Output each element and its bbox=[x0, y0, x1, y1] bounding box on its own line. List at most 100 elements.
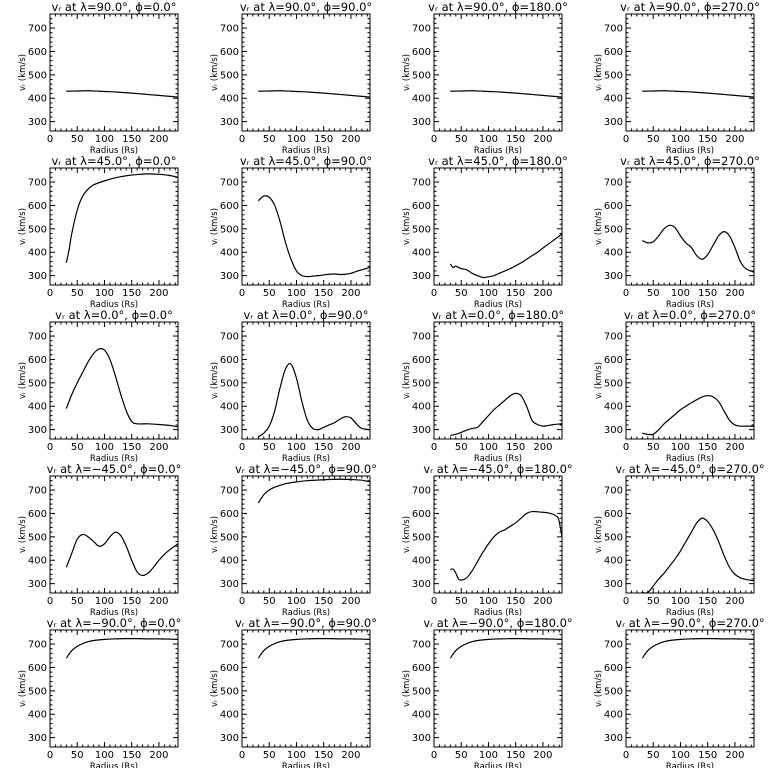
series-line bbox=[257, 195, 371, 278]
x-tick-label: 200 bbox=[725, 750, 744, 761]
x-axis-label: Radius (Rs) bbox=[282, 300, 330, 310]
plot-frame bbox=[49, 475, 179, 594]
y-tick-label: 400 bbox=[412, 402, 431, 413]
x-tick-label: 200 bbox=[725, 596, 744, 607]
x-tick-label: 50 bbox=[71, 596, 84, 607]
plot-frame bbox=[49, 167, 179, 286]
y-tick-label: 500 bbox=[28, 378, 47, 389]
y-tick-label: 600 bbox=[604, 201, 623, 212]
x-tick-label: 150 bbox=[698, 134, 717, 145]
series-line bbox=[449, 233, 563, 279]
y-tick-label: 500 bbox=[28, 532, 47, 543]
y-tick-label: 300 bbox=[412, 425, 431, 436]
y-tick-label: 300 bbox=[28, 425, 47, 436]
y-axis-label: vᵣ (km/s) bbox=[594, 516, 604, 553]
y-tick-label: 600 bbox=[220, 355, 239, 366]
y-tick-label: 600 bbox=[28, 355, 47, 366]
y-tick-label: 300 bbox=[412, 271, 431, 282]
x-tick-label: 150 bbox=[698, 750, 717, 761]
x-tick-label: 50 bbox=[455, 596, 468, 607]
x-tick-label: 100 bbox=[287, 134, 306, 145]
x-tick-label: 50 bbox=[263, 596, 276, 607]
y-axis-label: vᵣ (km/s) bbox=[18, 670, 28, 707]
x-tick-label: 100 bbox=[671, 134, 690, 145]
chart-title: vᵣ at λ=45.0°, ϕ=270.0° bbox=[620, 154, 760, 168]
y-tick-label: 700 bbox=[604, 178, 623, 189]
x-tick-label: 150 bbox=[314, 596, 333, 607]
y-tick-label: 700 bbox=[412, 24, 431, 35]
y-tick-label: 600 bbox=[412, 201, 431, 212]
y-tick-label: 700 bbox=[604, 24, 623, 35]
x-axis-label: Radius (Rs) bbox=[666, 762, 714, 768]
chart-title: vᵣ at λ=0.0°, ϕ=90.0° bbox=[243, 308, 368, 322]
chart-title: vᵣ at λ=0.0°, ϕ=270.0° bbox=[624, 308, 756, 322]
y-tick-label: 600 bbox=[412, 663, 431, 674]
x-tick-label: 150 bbox=[314, 288, 333, 299]
y-tick-label: 300 bbox=[412, 733, 431, 744]
y-tick-label: 700 bbox=[28, 178, 47, 189]
y-tick-label: 300 bbox=[220, 425, 239, 436]
y-axis-label: vᵣ (km/s) bbox=[402, 54, 412, 91]
series-line bbox=[450, 392, 563, 437]
x-tick-label: 0 bbox=[431, 134, 437, 145]
chart-title: vᵣ at λ=−45.0°, ϕ=90.0° bbox=[235, 462, 377, 476]
series-line bbox=[449, 638, 563, 659]
x-axis-label: Radius (Rs) bbox=[474, 300, 522, 310]
x-tick-label: 200 bbox=[725, 288, 744, 299]
chart-title: vᵣ at λ=45.0°, ϕ=0.0° bbox=[51, 154, 176, 168]
x-tick-label: 100 bbox=[95, 596, 114, 607]
x-tick-label: 200 bbox=[149, 442, 168, 453]
x-tick-label: 50 bbox=[71, 288, 84, 299]
y-axis-label: vᵣ (km/s) bbox=[402, 208, 412, 245]
x-tick-label: 50 bbox=[455, 750, 468, 761]
x-tick-label: 0 bbox=[623, 134, 629, 145]
x-tick-label: 50 bbox=[647, 134, 660, 145]
x-tick-label: 50 bbox=[71, 134, 84, 145]
chart-panel: vᵣ at λ=45.0°, ϕ=180.0° 0 50 100 150 200 300 40… bbox=[402, 154, 568, 310]
y-tick-label: 500 bbox=[604, 70, 623, 81]
x-axis-label: Radius (Rs) bbox=[474, 454, 522, 464]
series-line bbox=[257, 478, 371, 504]
x-tick-label: 50 bbox=[71, 750, 84, 761]
x-tick-label: 50 bbox=[647, 288, 660, 299]
x-tick-label: 50 bbox=[263, 750, 276, 761]
x-axis-label: Radius (Rs) bbox=[90, 300, 138, 310]
chart-panel: vᵣ at λ=−90.0°, ϕ=90.0° 0 50 100 150 200 300 40… bbox=[210, 616, 377, 768]
x-tick-label: 100 bbox=[287, 442, 306, 453]
chart-title: vᵣ at λ=45.0°, ϕ=180.0° bbox=[428, 154, 568, 168]
plot-frame bbox=[49, 629, 179, 748]
y-tick-label: 400 bbox=[28, 402, 47, 413]
y-tick-label: 700 bbox=[220, 24, 239, 35]
y-tick-label: 400 bbox=[604, 556, 623, 567]
x-tick-label: 100 bbox=[479, 750, 498, 761]
series-line bbox=[65, 347, 179, 428]
x-tick-label: 0 bbox=[239, 750, 245, 761]
y-tick-label: 500 bbox=[220, 378, 239, 389]
plot-frame bbox=[433, 629, 563, 748]
x-tick-label: 100 bbox=[479, 596, 498, 607]
x-tick-label: 0 bbox=[431, 750, 437, 761]
y-tick-label: 700 bbox=[28, 486, 47, 497]
series-line bbox=[642, 395, 754, 436]
chart-title: vᵣ at λ=0.0°, ϕ=180.0° bbox=[432, 308, 564, 322]
x-tick-label: 150 bbox=[314, 134, 333, 145]
y-tick-label: 500 bbox=[412, 224, 431, 235]
x-tick-label: 200 bbox=[725, 442, 744, 453]
y-tick-label: 500 bbox=[28, 70, 47, 81]
y-tick-label: 700 bbox=[604, 486, 623, 497]
x-axis-label: Radius (Rs) bbox=[90, 762, 138, 768]
x-axis-label: Radius (Rs) bbox=[282, 762, 330, 768]
y-tick-label: 700 bbox=[28, 640, 47, 651]
series-line bbox=[258, 90, 371, 98]
y-tick-label: 500 bbox=[220, 532, 239, 543]
y-tick-label: 600 bbox=[28, 663, 47, 674]
y-axis-label: vᵣ (km/s) bbox=[402, 362, 412, 399]
plot-frame bbox=[49, 13, 179, 132]
y-tick-label: 400 bbox=[604, 402, 623, 413]
y-tick-label: 600 bbox=[220, 201, 239, 212]
x-tick-label: 0 bbox=[47, 134, 53, 145]
x-tick-label: 200 bbox=[533, 134, 552, 145]
x-axis-label: Radius (Rs) bbox=[666, 300, 714, 310]
chart-panel: vᵣ at λ=45.0°, ϕ=90.0° 0 50 100 150 200 300 400… bbox=[210, 154, 372, 310]
